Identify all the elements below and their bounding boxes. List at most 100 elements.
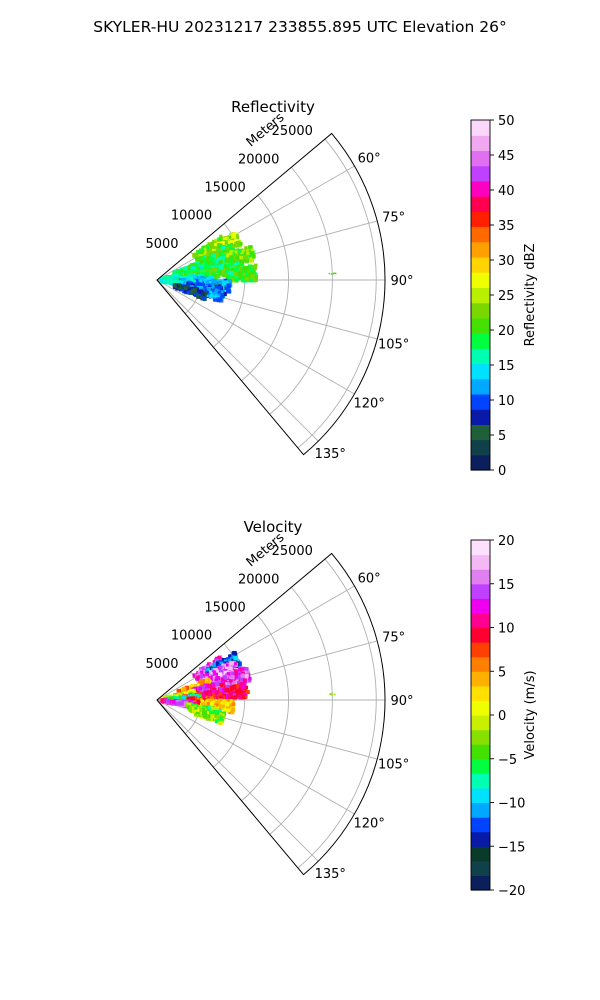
- radar-gate: [240, 682, 245, 687]
- radar-gate: [252, 254, 256, 259]
- colorbar-tick-label: 5: [498, 429, 506, 444]
- radar-gate: [244, 270, 247, 274]
- radar-gate: [248, 258, 254, 263]
- panel-reflectivity: Reflectivity60°75°90°105°120°135°5000100…: [145, 98, 538, 479]
- radar-gate: [182, 686, 187, 692]
- radar-gate: [215, 703, 219, 707]
- radar-gate: [231, 680, 237, 686]
- radar-gate: [195, 257, 199, 261]
- radar-gate: [218, 265, 223, 270]
- radar-gate: [178, 281, 183, 286]
- radar-gate: [233, 655, 239, 661]
- radar-gate: [243, 251, 248, 255]
- colorbar-segment: [471, 627, 490, 643]
- radar-gate: [227, 275, 231, 280]
- radar-gate: [216, 264, 220, 268]
- radar-gate: [222, 237, 228, 242]
- radar-gate: [234, 273, 238, 277]
- radar-gate: [218, 280, 222, 284]
- radar-gate: [227, 241, 232, 245]
- colorbar-segment: [471, 409, 490, 425]
- colorbar-segment: [471, 642, 490, 658]
- radar-gate: [221, 253, 226, 258]
- radar-gate: [190, 277, 194, 281]
- radar-gate: [228, 654, 232, 658]
- radar-gate: [226, 677, 232, 682]
- radar-gate: [192, 252, 197, 258]
- radar-gate: [229, 250, 234, 255]
- radar-gate: [195, 710, 200, 715]
- radar-gate: [197, 266, 201, 270]
- radar-gate: [224, 664, 230, 670]
- radar-gate: [217, 712, 222, 717]
- radar-gate: [216, 248, 220, 252]
- radar-gate: [208, 275, 214, 281]
- colorbar-label: Reflectivity dBZ: [523, 244, 538, 347]
- radar-gate: [250, 248, 254, 252]
- radar-gate: [230, 271, 235, 276]
- radar-gate: [224, 682, 230, 687]
- colorbar-segment: [471, 729, 490, 745]
- range-tick-label: 25000: [272, 544, 313, 559]
- azimuth-tick-label: 75°: [382, 211, 405, 226]
- radar-gate: [230, 671, 235, 676]
- colorbar-segment: [471, 226, 490, 243]
- radar-gate: [195, 294, 200, 298]
- radar-gate: [222, 715, 226, 719]
- radar-gate: [220, 245, 226, 251]
- colorbar-segment: [471, 378, 490, 395]
- radar-gate: [233, 662, 237, 666]
- colorbar-segment: [471, 317, 490, 334]
- radar-gate: [201, 679, 206, 684]
- radar-gate: [190, 274, 195, 279]
- radar-gate: [202, 711, 206, 715]
- radar-gate: [204, 290, 207, 294]
- radar-gate: [219, 260, 223, 264]
- radar-gate: [206, 688, 209, 692]
- radar-gate: [238, 241, 243, 246]
- radar-gate: [161, 277, 165, 280]
- radar-gate: [212, 670, 216, 674]
- radar-gate: [161, 698, 166, 703]
- radar-gate: [238, 277, 241, 281]
- radar-gate: [160, 278, 164, 283]
- panel-title: Velocity: [244, 518, 303, 536]
- radar-gate: [240, 263, 244, 267]
- radar-gate: [242, 678, 247, 683]
- radar-gate: [195, 689, 199, 693]
- range-tick-label: 20000: [238, 572, 279, 587]
- radar-gate: [205, 674, 210, 680]
- colorbar-tick-label: 50: [498, 114, 515, 129]
- radar-gate: [214, 704, 219, 709]
- radar-gate: [206, 271, 210, 275]
- radar-gate: [186, 270, 190, 275]
- radar-gate: [192, 673, 196, 676]
- radar-gate: [205, 681, 210, 686]
- radar-gate: [234, 691, 238, 695]
- radar-gate: [199, 668, 203, 672]
- radar-gate: [225, 684, 230, 690]
- radar-gate: [252, 264, 257, 270]
- colorbar-tick-label: −20: [498, 884, 525, 899]
- colorbar-segment: [471, 333, 490, 349]
- radar-gate: [228, 232, 233, 237]
- radar-gate: [183, 289, 187, 293]
- radar-gate: [226, 271, 231, 276]
- radar-gate: [229, 678, 233, 683]
- radar-gate: [250, 250, 254, 254]
- radar-gate: [238, 271, 243, 276]
- colorbar-tick-label: 10: [498, 622, 515, 637]
- radar-gate: [193, 292, 197, 296]
- radar-gate: [218, 720, 223, 725]
- radar-gate: [245, 272, 249, 275]
- colorbar-tick-label: 45: [498, 149, 515, 164]
- radar-gate: [244, 266, 249, 271]
- radar-gate: [200, 713, 205, 719]
- radar-gate: [215, 676, 221, 681]
- radar-gate: [178, 696, 183, 701]
- colorbar-segment: [471, 598, 490, 614]
- radar-gate: [220, 713, 225, 718]
- radar-gate: [173, 280, 177, 284]
- radar-gate: [212, 239, 217, 245]
